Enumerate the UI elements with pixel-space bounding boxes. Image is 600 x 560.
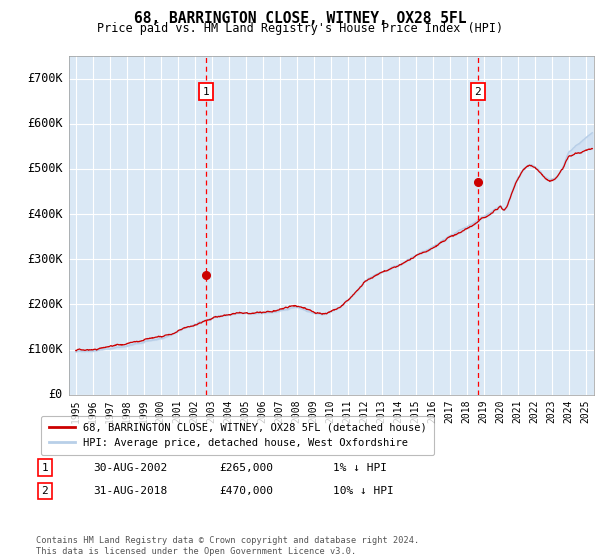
Text: 2: 2 — [41, 486, 49, 496]
Text: £200K: £200K — [27, 298, 63, 311]
Text: 31-AUG-2018: 31-AUG-2018 — [93, 486, 167, 496]
Text: 1% ↓ HPI: 1% ↓ HPI — [333, 463, 387, 473]
Text: 10% ↓ HPI: 10% ↓ HPI — [333, 486, 394, 496]
Text: £470,000: £470,000 — [219, 486, 273, 496]
Text: £700K: £700K — [27, 72, 63, 85]
Text: £265,000: £265,000 — [219, 463, 273, 473]
Text: £0: £0 — [49, 388, 63, 402]
Text: 2: 2 — [475, 87, 481, 96]
Text: £100K: £100K — [27, 343, 63, 356]
Text: 68, BARRINGTON CLOSE, WITNEY, OX28 5FL: 68, BARRINGTON CLOSE, WITNEY, OX28 5FL — [134, 11, 466, 26]
Text: £600K: £600K — [27, 117, 63, 130]
Text: 30-AUG-2002: 30-AUG-2002 — [93, 463, 167, 473]
Text: 1: 1 — [203, 87, 209, 96]
Legend: 68, BARRINGTON CLOSE, WITNEY, OX28 5FL (detached house), HPI: Average price, det: 68, BARRINGTON CLOSE, WITNEY, OX28 5FL (… — [41, 416, 434, 455]
Text: Contains HM Land Registry data © Crown copyright and database right 2024.
This d: Contains HM Land Registry data © Crown c… — [36, 536, 419, 556]
Text: £300K: £300K — [27, 253, 63, 266]
Text: Price paid vs. HM Land Registry's House Price Index (HPI): Price paid vs. HM Land Registry's House … — [97, 22, 503, 35]
Text: £400K: £400K — [27, 208, 63, 221]
Text: £500K: £500K — [27, 162, 63, 175]
Text: 1: 1 — [41, 463, 49, 473]
